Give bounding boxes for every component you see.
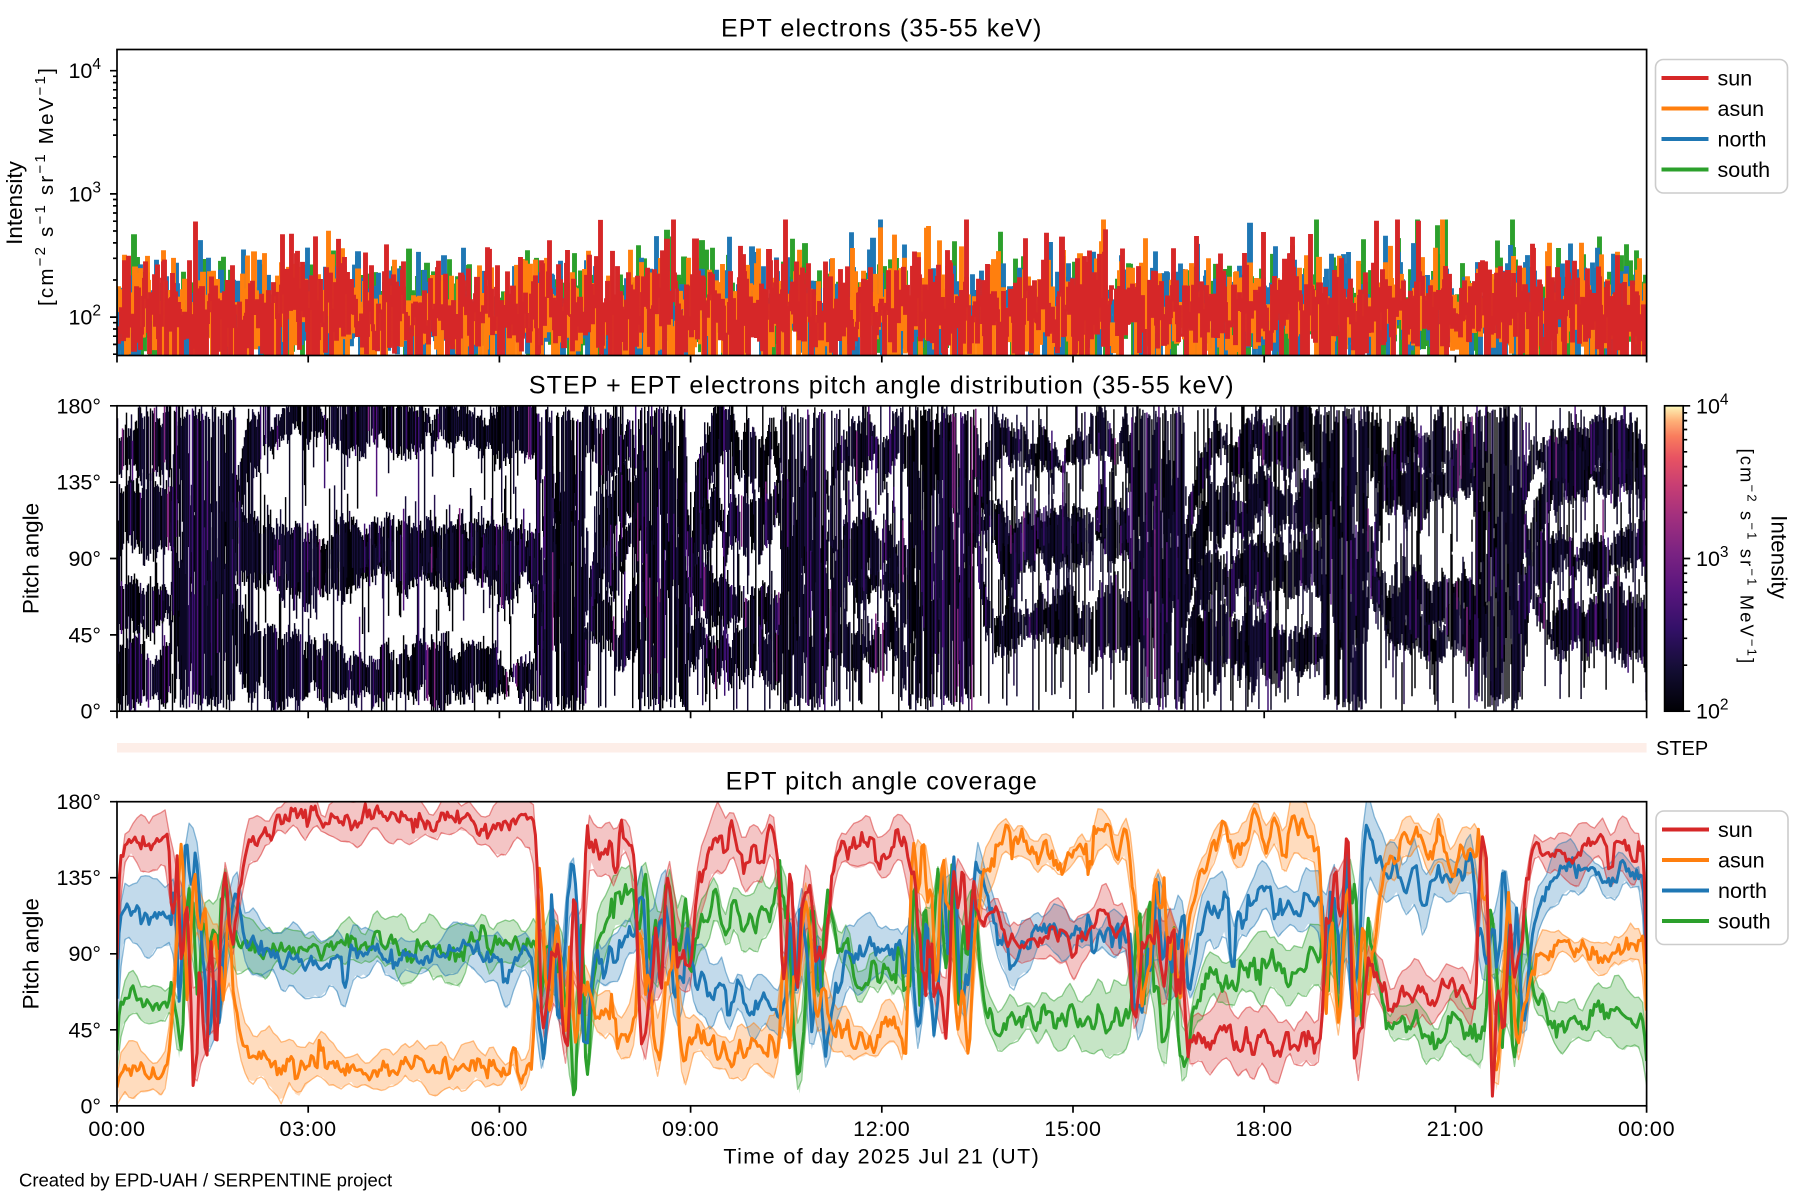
- svg-text:09:00: 09:00: [662, 1117, 719, 1141]
- svg-text:135°: 135°: [57, 866, 101, 890]
- svg-text:15:00: 15:00: [1044, 1117, 1101, 1141]
- svg-text:180°: 180°: [57, 790, 101, 814]
- svg-text:STEP + EPT electrons pitch ang: STEP + EPT electrons pitch angle distrib…: [529, 372, 1235, 400]
- svg-text:north: north: [1718, 879, 1767, 903]
- svg-text:90°: 90°: [68, 942, 101, 966]
- svg-text:90°: 90°: [68, 547, 101, 571]
- svg-text:104: 104: [1696, 391, 1729, 418]
- svg-text:12:00: 12:00: [853, 1117, 910, 1141]
- svg-text:sun: sun: [1718, 67, 1753, 91]
- svg-text:south: south: [1718, 910, 1771, 934]
- svg-text:sun: sun: [1718, 818, 1753, 842]
- svg-text:Time of day 2025 Jul 21 (UT): Time of day 2025 Jul 21 (UT): [723, 1144, 1040, 1168]
- svg-text:45°: 45°: [68, 623, 101, 647]
- svg-text:180°: 180°: [57, 394, 101, 418]
- svg-text:north: north: [1718, 128, 1767, 152]
- svg-text:21:00: 21:00: [1427, 1117, 1484, 1141]
- svg-text:Intensity: Intensity: [1767, 515, 1792, 600]
- svg-text:Intensity: Intensity: [2, 160, 27, 245]
- svg-text:asun: asun: [1718, 97, 1765, 121]
- svg-text:00:00: 00:00: [1618, 1117, 1675, 1141]
- svg-text:06:00: 06:00: [471, 1117, 528, 1141]
- svg-text:[cm−2 s−1 sr−1 MeV−1]: [cm−2 s−1 sr−1 MeV−1]: [32, 66, 58, 306]
- svg-text:south: south: [1718, 158, 1771, 182]
- svg-text:Pitch angle: Pitch angle: [19, 503, 44, 614]
- svg-text:asun: asun: [1718, 849, 1765, 873]
- svg-text:0°: 0°: [80, 1094, 101, 1118]
- svg-text:Pitch angle: Pitch angle: [19, 898, 44, 1009]
- svg-text:STEP: STEP: [1656, 738, 1708, 760]
- svg-text:EPT electrons (35-55 keV): EPT electrons (35-55 keV): [721, 15, 1043, 43]
- svg-text:03:00: 03:00: [280, 1117, 337, 1141]
- svg-text:00:00: 00:00: [88, 1117, 145, 1141]
- svg-text:135°: 135°: [57, 471, 101, 495]
- svg-text:Created by EPD-UAH / SERPENTIN: Created by EPD-UAH / SERPENTINE project: [19, 1170, 392, 1191]
- svg-text:EPT pitch angle coverage: EPT pitch angle coverage: [726, 768, 1038, 796]
- svg-text:18:00: 18:00: [1236, 1117, 1293, 1141]
- svg-text:[cm−2 s−1 sr−1 MeV−1]: [cm−2 s−1 sr−1 MeV−1]: [1737, 449, 1760, 666]
- svg-text:45°: 45°: [68, 1018, 101, 1042]
- svg-text:0°: 0°: [80, 700, 101, 724]
